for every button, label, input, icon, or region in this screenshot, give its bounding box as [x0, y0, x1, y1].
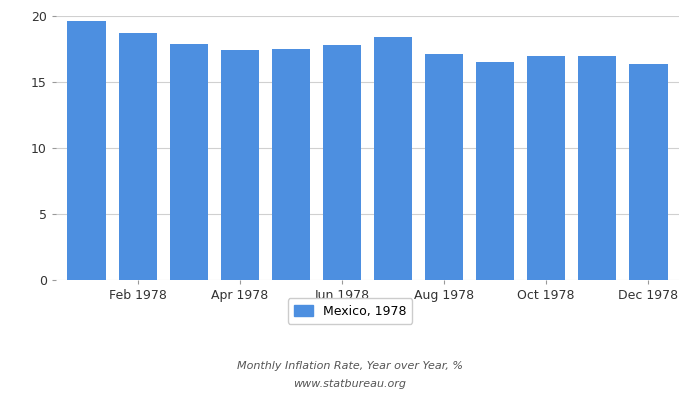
Bar	[374, 37, 412, 280]
Text: Monthly Inflation Rate, Year over Year, %: Monthly Inflation Rate, Year over Year, …	[237, 361, 463, 371]
Bar	[272, 49, 310, 280]
Bar	[169, 44, 208, 280]
Bar	[527, 56, 566, 280]
Bar	[476, 62, 514, 280]
Legend: Mexico, 1978: Mexico, 1978	[288, 298, 412, 324]
Bar	[67, 21, 106, 280]
Bar	[578, 56, 617, 280]
Bar	[220, 50, 259, 280]
Bar	[118, 33, 157, 280]
Bar	[629, 64, 668, 280]
Bar	[425, 54, 463, 280]
Bar	[323, 45, 361, 280]
Text: www.statbureau.org: www.statbureau.org	[293, 379, 407, 389]
